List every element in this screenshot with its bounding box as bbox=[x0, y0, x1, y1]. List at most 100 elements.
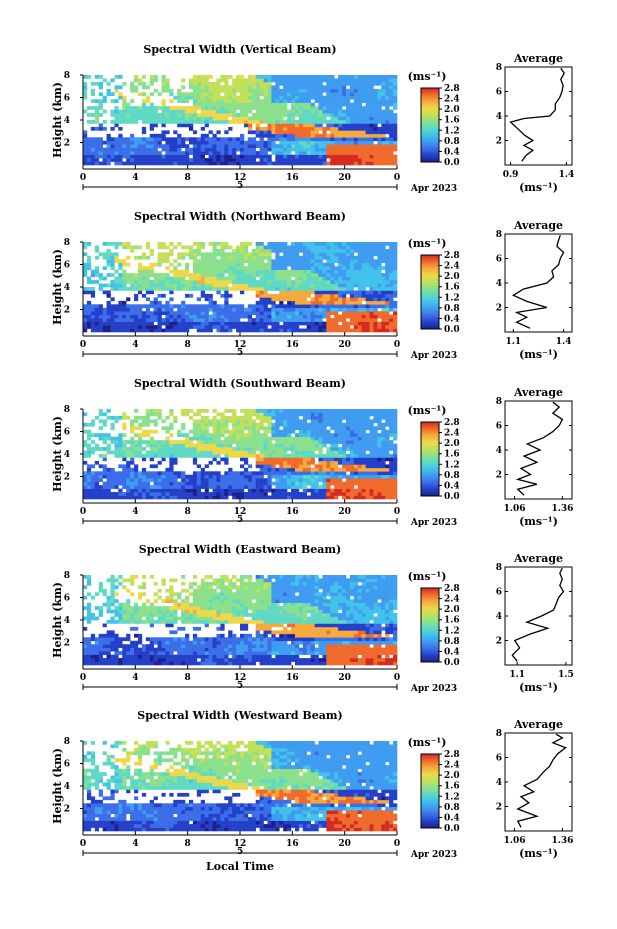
heatmap-cell bbox=[283, 161, 288, 166]
heatmap-cell bbox=[330, 137, 335, 142]
heatmap-cell bbox=[291, 436, 296, 441]
heatmap-cell bbox=[283, 106, 288, 110]
heatmap-cell bbox=[177, 158, 182, 162]
heatmap-cell bbox=[137, 485, 143, 489]
heatmap-cell bbox=[208, 328, 213, 333]
heatmap-cell bbox=[212, 300, 217, 305]
heatmap-cell bbox=[169, 321, 174, 326]
heatmap-cell bbox=[291, 130, 296, 135]
heatmap-cell bbox=[345, 447, 351, 451]
heatmap-cell bbox=[349, 478, 355, 482]
colorbar-tick-label: 0.8 bbox=[444, 304, 460, 314]
heatmap-cell bbox=[314, 415, 319, 420]
heatmap-cell bbox=[330, 436, 335, 441]
heatmap-cell bbox=[94, 328, 99, 333]
heatmap-cell bbox=[381, 137, 386, 142]
heatmap-cell bbox=[212, 116, 217, 121]
heatmap-cell bbox=[236, 147, 241, 152]
heatmap-cell bbox=[322, 106, 327, 110]
heatmap-cell bbox=[314, 436, 319, 441]
heatmap-cell bbox=[326, 120, 331, 124]
heatmap-cell bbox=[216, 158, 221, 162]
heatmap-cell bbox=[373, 126, 378, 131]
heatmap-cell bbox=[240, 85, 245, 90]
heatmap-cell bbox=[255, 109, 260, 114]
heatmap-cell bbox=[345, 255, 351, 260]
date-axis-label: Apr 2023 bbox=[410, 351, 457, 361]
heatmap-cell bbox=[212, 106, 217, 110]
heatmap-cell bbox=[98, 495, 103, 500]
heatmap-cell bbox=[342, 283, 347, 288]
heatmap-cell bbox=[298, 140, 304, 145]
heatmap-cell bbox=[177, 120, 182, 124]
heatmap-cell bbox=[149, 283, 154, 288]
heatmap-cell bbox=[326, 276, 331, 281]
heatmap-cell bbox=[236, 485, 241, 489]
heatmap-cell bbox=[342, 99, 347, 103]
heatmap-cell bbox=[263, 495, 268, 500]
heatmap-cell bbox=[149, 412, 154, 417]
heatmap-cell bbox=[251, 95, 256, 100]
heatmap-cell bbox=[224, 460, 229, 465]
heatmap-cell bbox=[83, 443, 88, 448]
heatmap-cell bbox=[188, 440, 194, 444]
heatmap-cell bbox=[130, 474, 135, 479]
heatmap-cell bbox=[114, 269, 119, 274]
heatmap-cell bbox=[149, 113, 154, 117]
heatmap-cell bbox=[283, 492, 288, 496]
heatmap-cell bbox=[271, 304, 276, 309]
heatmap-cell bbox=[334, 426, 339, 431]
heatmap-cell bbox=[236, 78, 241, 83]
heatmap-cell bbox=[165, 109, 170, 114]
heatmap-cell bbox=[353, 300, 359, 305]
heatmap-cell bbox=[271, 126, 276, 131]
heatmap-cell bbox=[220, 266, 225, 270]
heatmap-cell bbox=[389, 245, 394, 250]
heatmap-cell bbox=[357, 120, 362, 124]
heatmap-cell bbox=[94, 433, 99, 437]
heatmap-cell bbox=[173, 137, 178, 142]
heatmap-cell bbox=[118, 433, 123, 437]
heatmap-cell bbox=[263, 412, 268, 417]
heatmap-cell bbox=[342, 325, 347, 329]
heatmap-cell bbox=[259, 262, 264, 267]
heatmap-cell bbox=[338, 412, 343, 417]
heatmap-cell bbox=[86, 454, 92, 458]
heatmap-cell bbox=[365, 147, 370, 152]
heatmap-cell bbox=[291, 248, 296, 253]
heatmap-cell bbox=[220, 429, 225, 434]
heatmap-cell bbox=[220, 75, 225, 79]
heatmap-cell bbox=[216, 137, 221, 142]
heatmap-cell bbox=[287, 478, 292, 482]
heatmap-cell bbox=[200, 137, 205, 142]
heatmap-cell bbox=[302, 92, 308, 97]
heatmap-cell bbox=[322, 248, 327, 253]
heatmap-cell bbox=[373, 311, 378, 315]
heatmap-cell bbox=[381, 242, 386, 246]
heatmap-cell bbox=[102, 78, 107, 83]
heatmap-cell bbox=[322, 116, 327, 121]
heatmap-cell bbox=[275, 422, 280, 427]
heatmap-cell bbox=[232, 116, 237, 121]
heatmap-cell bbox=[86, 311, 92, 315]
heatmap-cell bbox=[161, 478, 166, 482]
heatmap-cell bbox=[345, 88, 351, 93]
heatmap-cell bbox=[149, 158, 154, 162]
heatmap-cell bbox=[220, 287, 225, 291]
heatmap-cell bbox=[345, 245, 351, 250]
heatmap-cell bbox=[216, 488, 221, 493]
heatmap-cell bbox=[122, 245, 127, 250]
heatmap-cell bbox=[283, 280, 288, 284]
heatmap-cell bbox=[318, 433, 323, 437]
heatmap-cell bbox=[385, 325, 390, 329]
heatmap-cell bbox=[318, 307, 323, 312]
heatmap-cell bbox=[188, 120, 194, 124]
heatmap-cell bbox=[283, 95, 288, 100]
heatmap-cell bbox=[365, 75, 370, 79]
heatmap-cell bbox=[345, 151, 351, 155]
heatmap-cell bbox=[177, 454, 182, 458]
heatmap-cell bbox=[196, 85, 202, 90]
heatmap-cell bbox=[294, 120, 300, 124]
heatmap-cell bbox=[130, 133, 135, 138]
heatmap-cell bbox=[130, 120, 135, 124]
